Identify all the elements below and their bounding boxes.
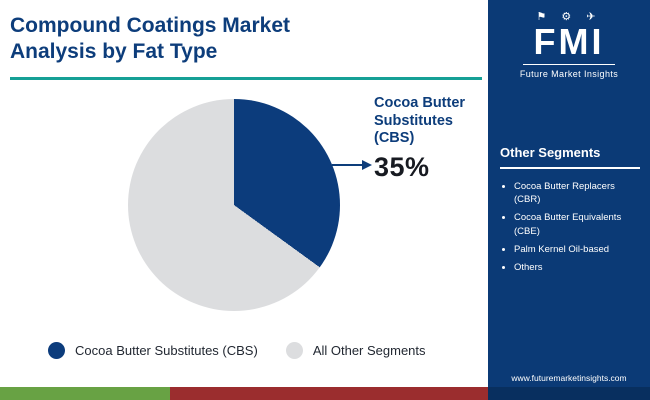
legend-item-cbs: Cocoa Butter Substitutes (CBS) <box>48 342 258 359</box>
list-item-others: Others <box>514 261 642 274</box>
other-segments-list: Cocoa Butter Replacers (CBR) Cocoa Butte… <box>514 180 642 275</box>
legend-swatch-other <box>285 342 303 359</box>
annotation-cbs: Cocoa Butter Substitutes (CBS) 35% <box>374 95 486 183</box>
website-url: www.futuremarketinsights.com <box>511 373 627 383</box>
stripe-maroon <box>170 387 488 400</box>
stripe-green <box>0 387 170 400</box>
page-title-line1: Compound Coatings Market <box>10 14 291 37</box>
logo-text: FMI <box>533 21 605 62</box>
fmi-logo: ⚑ ⚙ ✈ FMI Future Market Insights <box>488 0 650 79</box>
list-item-pko: Palm Kernel Oil-based <box>514 243 642 256</box>
header: Compound Coatings Market Analysis by Fat… <box>0 0 488 80</box>
logo-subtitle: Future Market Insights <box>519 68 619 79</box>
legend-label-other: All Other Segments <box>312 343 426 358</box>
page-title-line2: Analysis by Fat Type <box>10 40 218 64</box>
list-item-cbr: Cocoa Butter Replacers (CBR) <box>514 180 642 207</box>
legend-label-cbs: Cocoa Butter Substitutes (CBS) <box>75 343 258 358</box>
logo-divider <box>523 63 615 65</box>
other-segments-heading: Other Segments <box>500 145 640 169</box>
pie-chart <box>128 99 340 311</box>
legend-swatch-cbs <box>48 342 65 359</box>
bottom-bar <box>0 387 650 400</box>
sidebar: ⚑ ⚙ ✈ FMI Future Market Insights Other S… <box>488 0 650 400</box>
title-underline <box>10 76 482 80</box>
annotation-arrow-icon <box>332 160 372 170</box>
legend: Cocoa Butter Substitutes (CBS) All Other… <box>48 342 426 359</box>
legend-item-other: All Other Segments <box>285 342 426 359</box>
stripe-navy <box>488 387 650 400</box>
list-item-cbe: Cocoa Butter Equivalents (CBE) <box>514 211 642 238</box>
annotation-label: Cocoa Butter Substitutes (CBS) <box>374 95 466 147</box>
page-title: Compound Coatings Market Analysis by Fat… <box>10 13 488 66</box>
annotation-value: 35% <box>374 152 430 183</box>
logo-icons: ⚑ ⚙ ✈ <box>536 11 602 23</box>
